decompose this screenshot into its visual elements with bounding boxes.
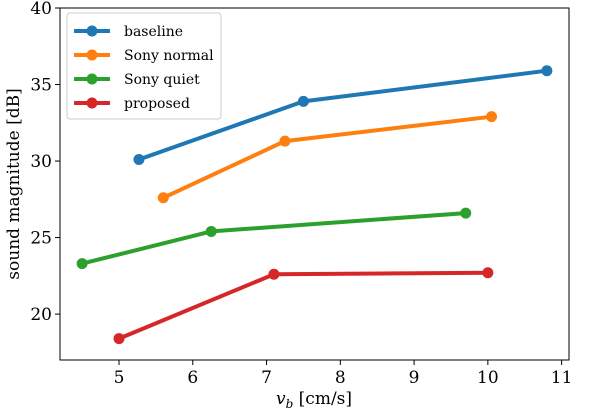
legend-marker-sony-quiet (86, 73, 98, 85)
x-tick-label: 5 (114, 368, 125, 388)
x-tick-label: 6 (187, 368, 198, 388)
x-tick-label: 10 (477, 368, 499, 388)
legend-label-sony-normal: Sony normal (124, 48, 214, 64)
y-tick-label: 40 (30, 0, 52, 19)
x-tick-label: 7 (261, 368, 272, 388)
y-tick-label: 35 (30, 76, 52, 96)
y-axis-label: sound magnitude [dB] (4, 88, 24, 279)
legend-marker-proposed (86, 97, 98, 109)
x-tick-label: 9 (409, 368, 420, 388)
x-tick-label: 8 (335, 368, 346, 388)
legend-label-proposed: proposed (124, 96, 190, 112)
data-point-sony-quiet (460, 207, 472, 219)
series-layer (76, 65, 553, 345)
data-point-baseline (133, 154, 145, 166)
legend-box (66, 12, 222, 120)
y-tick-label: 20 (30, 305, 52, 325)
data-point-proposed (482, 267, 494, 279)
x-tick-label: 11 (551, 368, 573, 388)
data-point-sony-normal (486, 111, 498, 123)
y-tick-label: 25 (30, 229, 52, 249)
data-point-proposed (113, 333, 125, 345)
data-point-sony-normal (279, 135, 291, 147)
y-tick-label: 30 (30, 152, 52, 172)
legend-marker-sony-normal (86, 49, 98, 61)
data-point-baseline (541, 65, 553, 77)
data-point-proposed (268, 268, 280, 280)
legend-label-baseline: baseline (124, 24, 183, 40)
legend-label-sony-quiet: Sony quiet (124, 72, 200, 88)
data-point-baseline (297, 95, 309, 107)
legend: baseline Sony normal Sony quiet proposed (66, 12, 222, 120)
legend-marker-baseline (86, 25, 98, 37)
data-point-sony-normal (157, 192, 169, 204)
x-axis: 5 6 7 8 9 10 11 (114, 360, 573, 388)
data-point-sony-quiet (76, 258, 88, 270)
y-axis: 20 25 30 35 40 (30, 0, 60, 325)
data-point-sony-quiet (205, 225, 217, 237)
x-axis-label: vb [cm/s] (276, 389, 352, 411)
